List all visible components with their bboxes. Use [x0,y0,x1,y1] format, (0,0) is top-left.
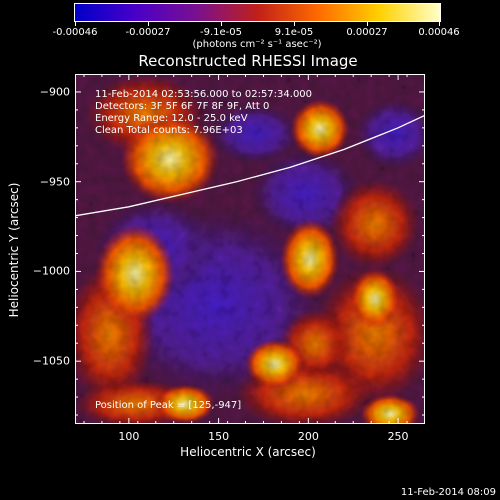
colorbar-tick-label: -0.00027 [125,27,171,38]
colorbar-tick-label: 9.1e-05 [274,27,314,38]
y-tick-label: −900 [39,85,70,99]
x-tick-label: 250 [387,430,409,443]
plot-frame [75,74,425,424]
solar-limb-curve [75,114,425,217]
x-tick-label: 200 [297,430,319,443]
annotation-time-range: 11-Feb-2014 02:53:56.000 to 02:57:34.000 [95,89,312,100]
x-tick-label: 100 [118,430,140,443]
colorbar-tick-label: -9.1e-05 [200,27,242,38]
y-tick-label: −1050 [32,354,70,368]
colorbar-tick-label: -0.00046 [52,27,98,38]
annotation-peak-position: Position of Peak = [125,-947] [95,400,241,411]
annotation-counts: Clean Total counts: 7.96E+03 [95,125,243,136]
colorbar-units: (photons cm⁻² s⁻¹ asec⁻²) [192,39,322,50]
plot-area: 11-Feb-2014 02:53:56.000 to 02:57:34.000… [75,74,425,424]
colorbar-tick-label: 0.00046 [418,27,460,38]
x-axis-title: Heliocentric X (arcsec) [180,445,316,459]
chart-title: Reconstructed RHESSI Image [138,52,358,70]
y-tick-label: −1000 [32,264,70,278]
colorbar-tick [294,21,295,26]
footer-date: 11-Feb-2014 08:09 [400,487,496,498]
y-tick-label: −950 [39,175,70,189]
colorbar-tick [221,21,222,26]
heatmap-field [75,74,425,424]
colorbar [74,3,441,22]
colorbar-tick [367,21,368,26]
colorbar-tick [75,21,76,26]
axis-ticks [75,74,425,424]
colorbar-tick [148,21,149,26]
annotation-detectors: Detectors: 3F 5F 6F 7F 8F 9F, Att 0 [95,101,269,112]
colorbar-tick-label: 0.00027 [346,27,388,38]
x-tick-label: 150 [208,430,230,443]
annotation-energy-range: Energy Range: 12.0 - 25.0 keV [95,113,248,124]
heatmap-image: 11-Feb-2014 02:53:56.000 to 02:57:34.000… [75,74,425,424]
colorbar-tick [439,21,440,26]
y-axis-title: Heliocentric Y (arcsec) [7,182,21,318]
